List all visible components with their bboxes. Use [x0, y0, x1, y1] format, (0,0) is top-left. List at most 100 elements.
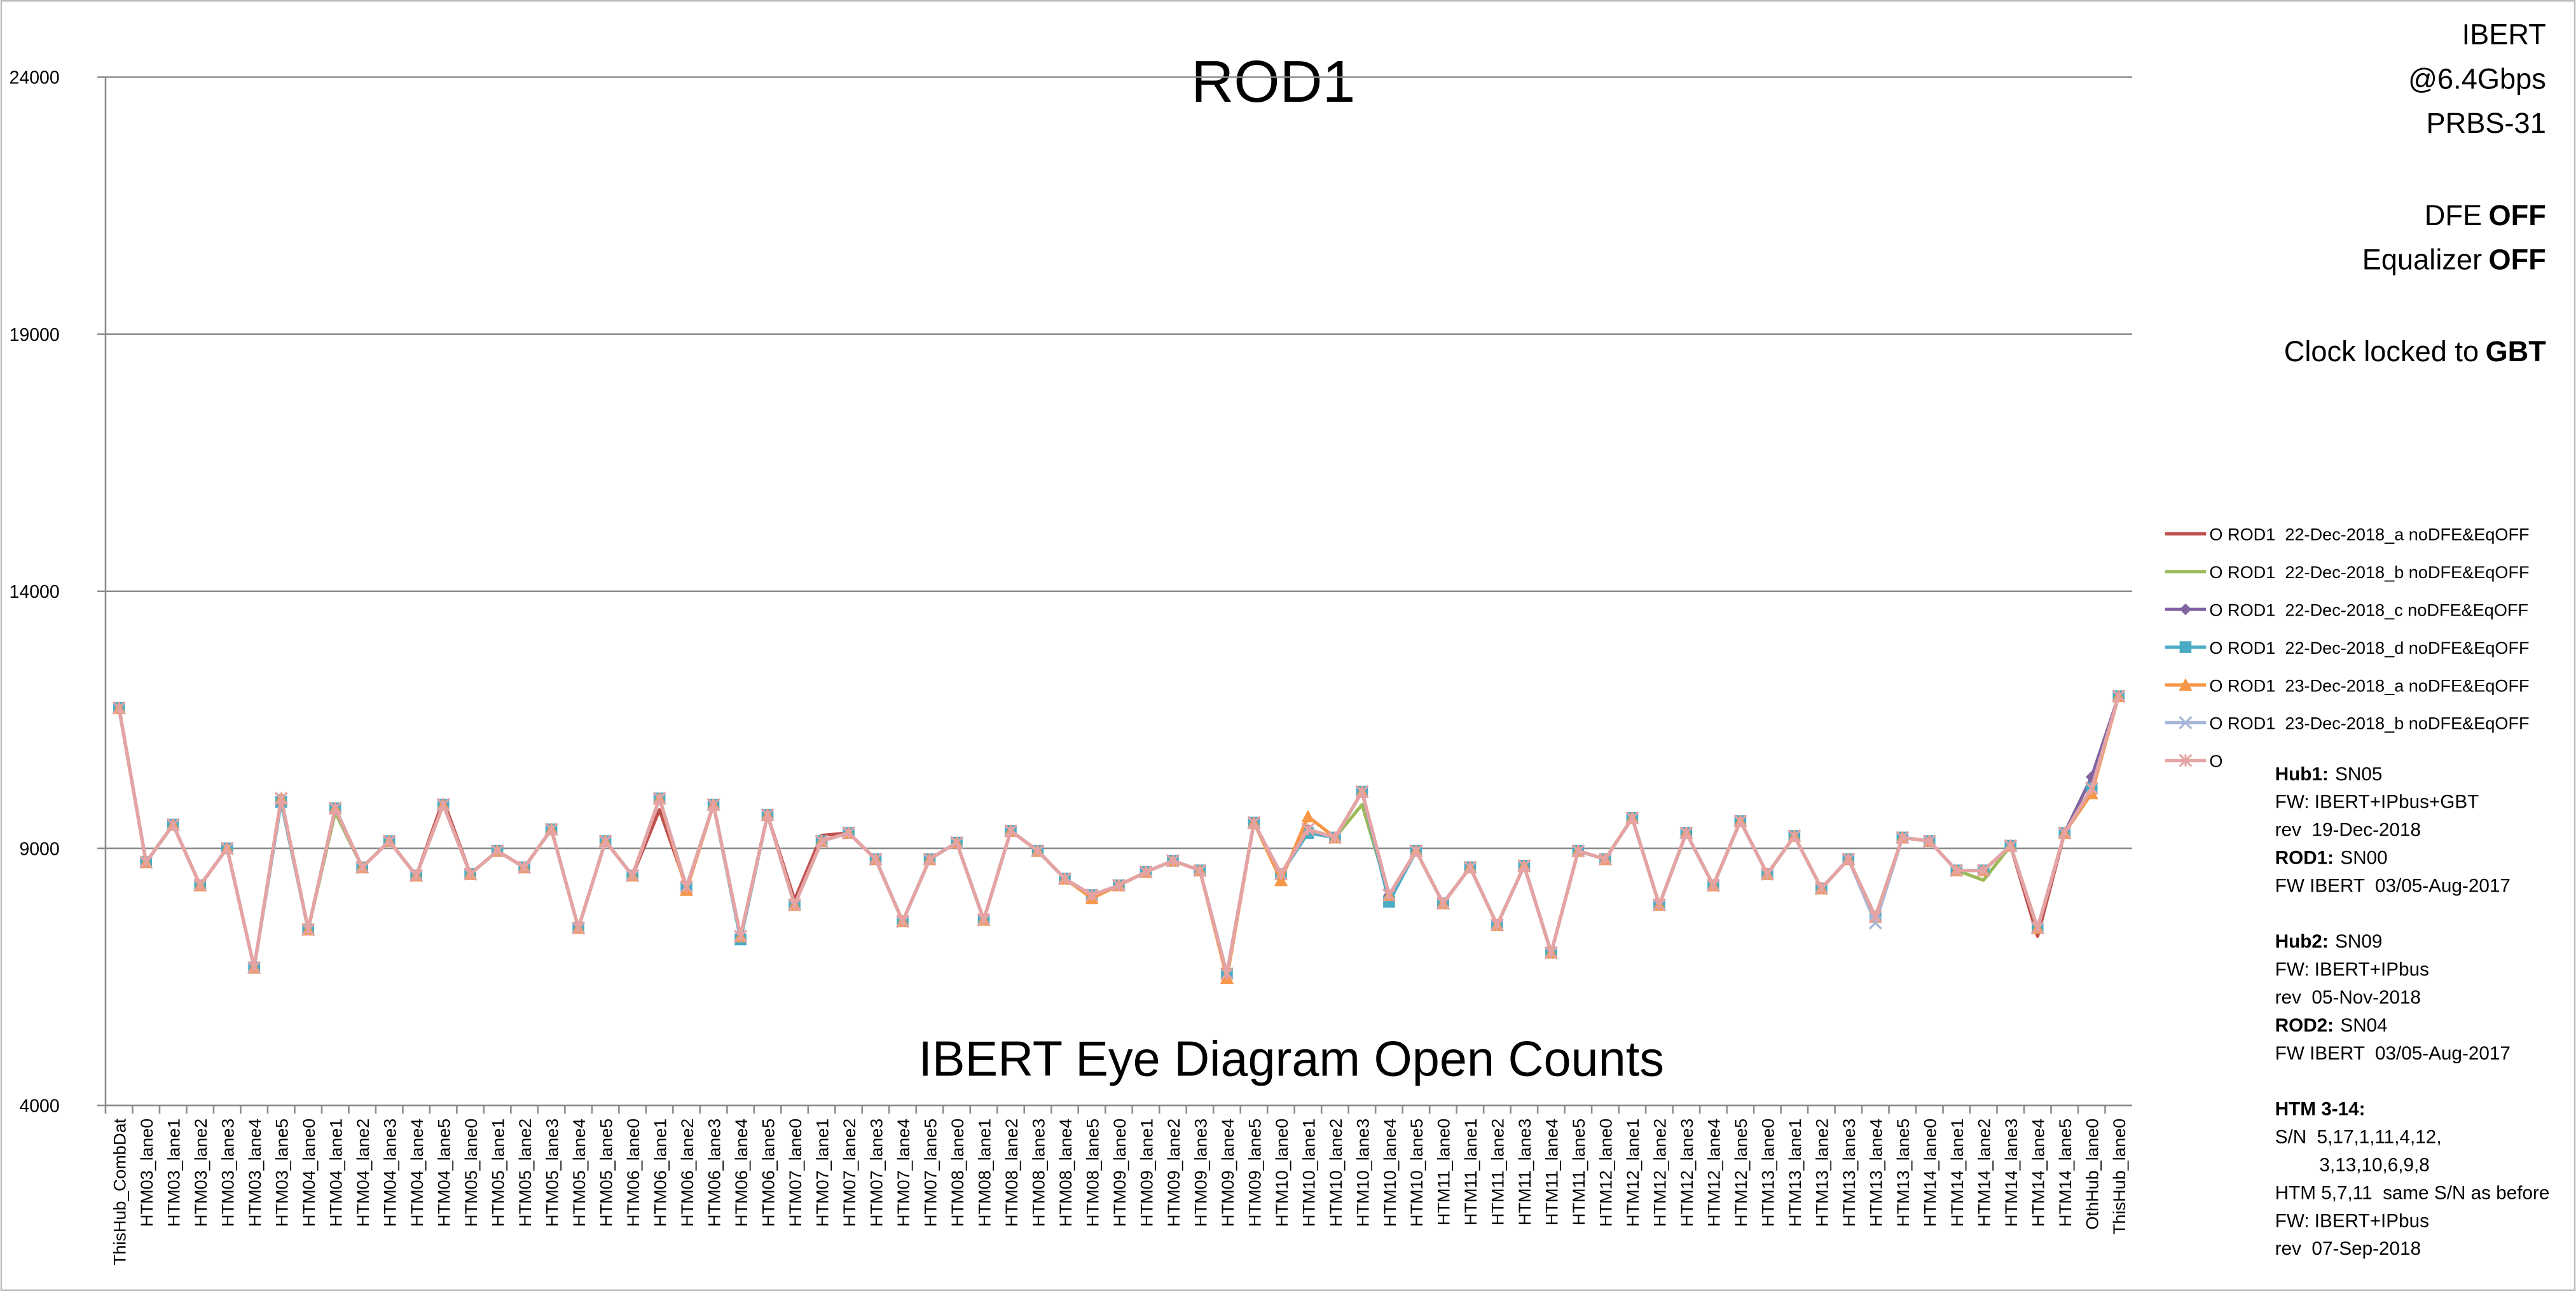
x-tick-label: HTM05_lane5 [596, 1119, 616, 1227]
marker [2030, 921, 2044, 935]
x-tick-label: HTM12_lane0 [1596, 1119, 1616, 1227]
marker [1166, 853, 1180, 867]
x-tick-label: HTM04_lane4 [407, 1119, 427, 1227]
x-tick-label: HTM05_lane2 [515, 1119, 535, 1227]
x-tick-label: HTM14_lane1 [1947, 1119, 1967, 1227]
marker [1004, 824, 1017, 838]
marker [1517, 859, 1531, 873]
setting-text: @6.4Gbps [2408, 62, 2546, 95]
marker [1355, 785, 1369, 799]
marker [1625, 811, 1639, 825]
x-tick-label: HTM09_lane0 [1110, 1119, 1129, 1227]
x-tick-label: HTM03_lane1 [164, 1119, 184, 1227]
x-tick-label: HTM12_lane4 [1704, 1119, 1724, 1227]
marker [1274, 867, 1288, 881]
x-tick-label: HTM10_lane1 [1298, 1119, 1318, 1227]
marker [1733, 814, 1747, 828]
marker [734, 929, 747, 943]
x-tick-label: HTM08_lane4 [1056, 1119, 1075, 1227]
marker [1328, 831, 1342, 845]
x-tick-label: HTM09_lane2 [1164, 1119, 1183, 1227]
x-tick-label: HTM12_lane5 [1731, 1119, 1751, 1227]
note-bold: Hub1: [2275, 764, 2329, 785]
marker [1706, 878, 1720, 892]
marker [1031, 844, 1045, 858]
x-tick-label: HTM07_lane4 [893, 1119, 913, 1227]
setting-text: IBERT [2462, 18, 2546, 51]
note-line: Hub2: SN09 [2275, 931, 2383, 952]
setting: PRBS-31 [2426, 107, 2545, 139]
note-text: HTM 5,7,11 same S/N as before [2275, 1182, 2550, 1203]
x-tick-label: HTM13_lane0 [1758, 1119, 1778, 1227]
note-text: S/N 5,17,1,11,4,12, [2275, 1127, 2442, 1148]
marker [869, 852, 883, 866]
x-tick-label: HTM12_lane2 [1650, 1119, 1670, 1227]
marker [1193, 864, 1207, 878]
x-tick-label: HTM13_lane1 [1785, 1119, 1805, 1227]
note-text: SN00 [2340, 847, 2387, 868]
marker [1976, 864, 1990, 878]
marker [301, 923, 315, 937]
marker [139, 855, 153, 869]
x-tick-label: HTM04_lane0 [299, 1119, 319, 1227]
marker [815, 834, 829, 848]
note-line: HTM 3-14: [2275, 1099, 2366, 1120]
x-tick-label: HTM03_lane4 [245, 1119, 265, 1227]
x-tick-label: HTM06_lane2 [677, 1119, 697, 1227]
x-tick-label: HTM06_lane3 [704, 1119, 724, 1227]
note-line: rev 05-Nov-2018 [2275, 987, 2421, 1008]
marker [680, 880, 693, 894]
x-tick-label: HTM13_lane5 [1893, 1119, 1913, 1227]
marker [220, 841, 234, 855]
x-tick-label: HTM09_lane3 [1190, 1119, 1210, 1227]
marker [1787, 829, 1801, 843]
x-tick-label: HTM07_lane1 [812, 1119, 832, 1227]
marker [950, 836, 963, 850]
note-text: rev 05-Nov-2018 [2275, 987, 2421, 1008]
x-tick-label: HTM05_lane3 [542, 1119, 561, 1227]
note-line: rev 07-Sep-2018 [2275, 1238, 2421, 1259]
x-tick-label: HTM11_lane3 [1515, 1119, 1534, 1225]
x-tick-label: HTM14_lane3 [2001, 1119, 2021, 1227]
note-text: FW: IBERT+IPbus [2275, 1210, 2429, 1231]
x-tick-label: HTM08_lane1 [974, 1119, 994, 1227]
x-tick-label: HTM09_lane5 [1244, 1119, 1264, 1227]
marker [166, 818, 180, 832]
marker [2179, 641, 2192, 653]
marker [1085, 888, 1099, 902]
marker [382, 834, 396, 848]
marker [1950, 864, 1964, 878]
x-tick-label: HTM13_lane4 [1866, 1119, 1886, 1227]
x-tick-label: HTM10_lane2 [1326, 1119, 1346, 1227]
x-tick-label: HTM14_lane2 [1974, 1119, 1994, 1227]
marker [410, 869, 424, 883]
note-line: FW IBERT 03/05-Aug-2017 [2275, 875, 2511, 896]
legend-label: O ROD1 22-Dec-2018_d noDFE&EqOFF [2209, 638, 2529, 658]
marker [788, 898, 801, 912]
note-text: 3,13,10,6,9,8 [2319, 1154, 2429, 1175]
marker [193, 878, 207, 892]
setting-text: DFE [2425, 199, 2482, 231]
marker [328, 801, 342, 815]
note-bold: ROD1: [2275, 847, 2334, 868]
x-tick-label: HTM10_lane5 [1407, 1119, 1426, 1227]
x-tick-label: HTM05_lane0 [461, 1119, 481, 1227]
note-text: SN09 [2335, 931, 2382, 952]
note-text: FW IBERT 03/05-Aug-2017 [2275, 875, 2511, 896]
x-tick-label: OthHub_lane0 [2083, 1119, 2102, 1230]
x-tick-label: ThisHub_lane0 [2109, 1119, 2129, 1234]
marker [1760, 867, 1774, 881]
marker [355, 860, 369, 874]
marker [2179, 678, 2193, 691]
x-tick-label: HTM13_lane2 [1812, 1119, 1832, 1227]
x-tick-label: HTM06_lane4 [731, 1119, 751, 1227]
marker [1544, 946, 1558, 960]
x-tick-label: HTM14_lane4 [2028, 1119, 2048, 1227]
x-tick-label: HTM11_lane2 [1488, 1119, 1508, 1225]
y-tick-label: 14000 [10, 582, 60, 602]
marker [2084, 781, 2098, 795]
marker [2112, 689, 2126, 703]
x-tick-label: HTM08_lane3 [1028, 1119, 1048, 1227]
x-tick-label: HTM09_lane4 [1218, 1119, 1237, 1227]
